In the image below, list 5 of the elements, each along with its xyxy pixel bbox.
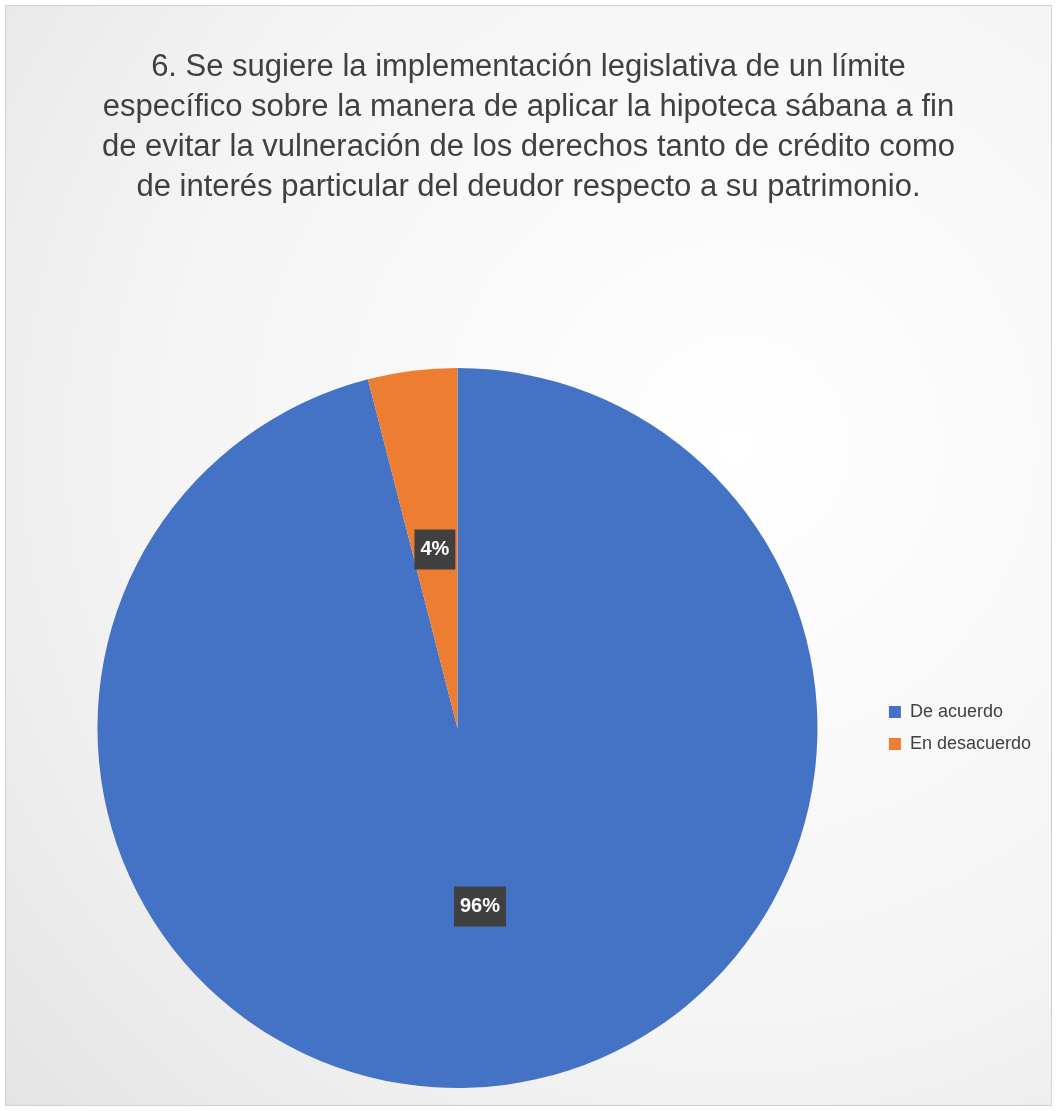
data-label: 96%	[460, 894, 501, 917]
legend-label: De acuerdo	[909, 700, 1003, 721]
chart-title: 6. Se sugiere la implementación legislativa de un límite específico sobre la manera de aplicar la hipoteca sábana a fin de evitar la vulneración de los derechos tanto de crédito como de interés particular del deudor respecto a su patrimonio.	[101, 47, 956, 205]
legend-label: En desacuerdo	[909, 732, 1032, 753]
data-label: 4%	[420, 536, 450, 559]
